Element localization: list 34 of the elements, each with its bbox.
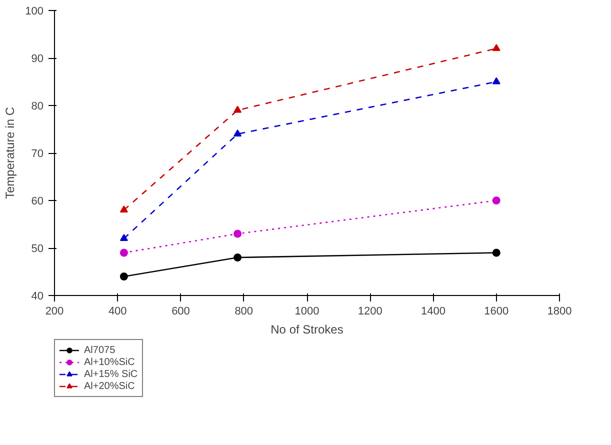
y-tick-label: 80	[31, 100, 44, 112]
x-tick-label: 400	[108, 306, 127, 318]
point	[120, 248, 128, 257]
point	[234, 230, 242, 238]
point	[120, 205, 128, 213]
y-tick-label: 60	[31, 196, 44, 208]
point	[234, 106, 242, 113]
x-tick-label: 1200	[358, 306, 382, 318]
point	[120, 234, 128, 242]
point	[492, 77, 500, 84]
legend-label: Al7075	[84, 344, 116, 356]
point	[234, 254, 242, 262]
x-axis-title: No of Strokes	[270, 322, 344, 336]
legend-label: Al+15% SiC	[84, 368, 138, 380]
x-tick-label: 1000	[294, 306, 320, 318]
x-tick-label: 1600	[484, 306, 509, 318]
y-tick-label: 50	[31, 243, 44, 255]
point	[120, 272, 128, 280]
y-tick-label: 100	[25, 6, 44, 18]
x-tick-label: 800	[234, 306, 254, 318]
legend-label: Al+10%SiC	[84, 356, 135, 368]
legend-label: Al+20%SiC	[84, 380, 135, 392]
point	[492, 44, 500, 52]
point	[234, 129, 242, 137]
x-tick-label: 1800	[547, 306, 572, 318]
point	[492, 248, 500, 257]
y-tick-label: 70	[31, 148, 44, 160]
x-tick-label: 1400	[421, 306, 446, 318]
y-tick-label: 40	[31, 290, 44, 302]
y-tick-label: 90	[31, 53, 44, 65]
y-axis-title: Temperature in C	[3, 106, 18, 200]
x-tick-label: 600	[172, 306, 190, 318]
x-tick-label: 200	[45, 306, 64, 318]
point	[492, 196, 500, 204]
